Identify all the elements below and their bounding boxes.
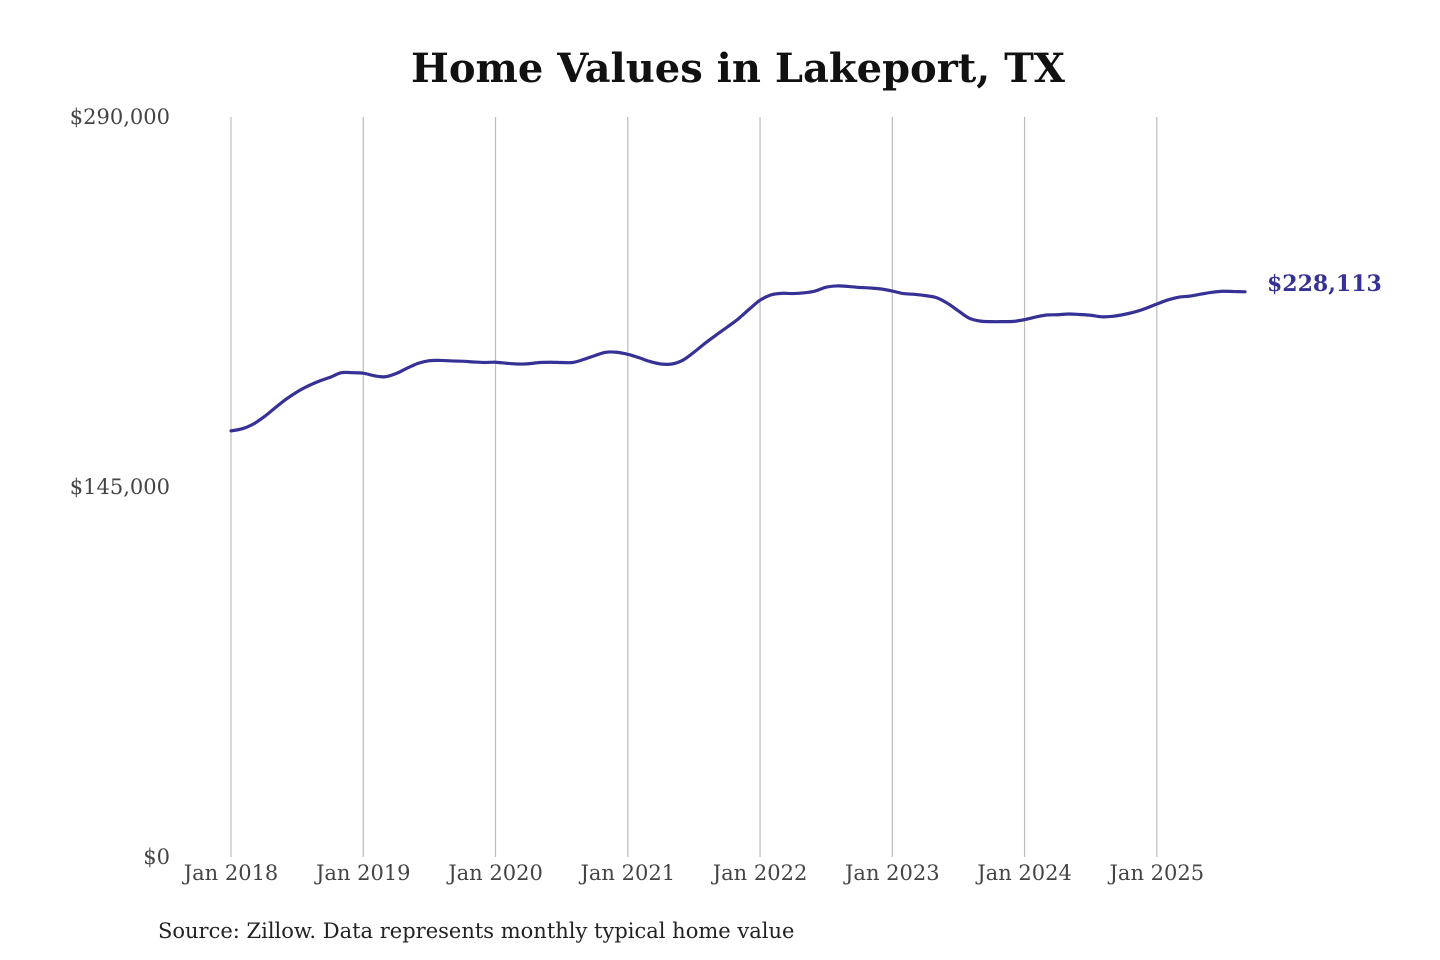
y-tick-label: $0	[143, 845, 170, 869]
end-value-label: $228,113	[1267, 271, 1382, 297]
y-axis: $0 $145,000 $290,000	[70, 105, 170, 869]
gridlines	[230, 117, 1158, 857]
x-tick-label: Jan 2024	[975, 861, 1072, 885]
y-tick-label: $145,000	[70, 475, 170, 499]
source-note: Source: Zillow. Data represents monthly …	[158, 919, 794, 943]
x-tick-label: Jan 2018	[182, 861, 279, 885]
x-tick-label: Jan 2022	[711, 861, 808, 885]
x-tick-label: Jan 2020	[446, 861, 543, 885]
series-group	[229, 284, 1247, 433]
y-tick-label: $290,000	[70, 105, 170, 129]
x-tick-label: Jan 2021	[578, 861, 675, 885]
x-axis: Jan 2018 Jan 2019 Jan 2020 Jan 2021 Jan 2022…	[182, 861, 1204, 885]
x-tick-label: Jan 2025	[1108, 861, 1205, 885]
x-tick-label: Jan 2019	[314, 861, 411, 885]
chart-title: Home Values in Lakeport, TX	[411, 45, 1065, 92]
x-tick-label: Jan 2023	[843, 861, 940, 885]
series-line	[229, 284, 1247, 433]
